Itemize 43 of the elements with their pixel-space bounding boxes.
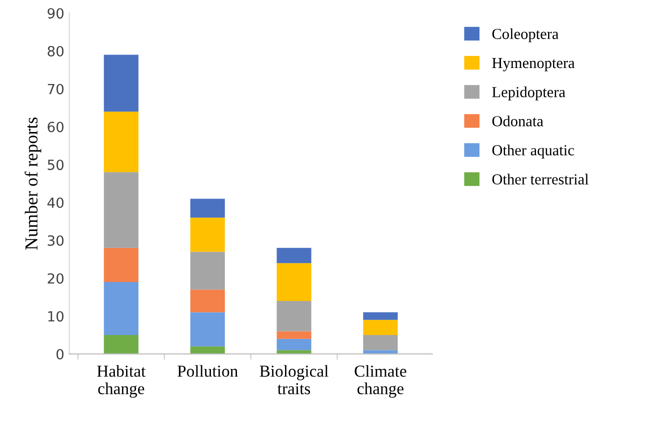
y-axis-title: Number of reports	[24, 118, 42, 250]
y-tick-label: 10	[48, 311, 64, 322]
y-tick-label: 0	[56, 348, 64, 360]
bar	[104, 112, 138, 172]
bar	[190, 218, 225, 252]
bar	[190, 312, 225, 346]
y-tick-label: 80	[48, 46, 64, 56]
bar	[104, 335, 138, 354]
x-tick-label: Pollution	[178, 365, 238, 377]
bar	[104, 282, 138, 336]
bar	[363, 350, 398, 354]
y-tick-label: 90	[48, 8, 64, 19]
bar	[104, 172, 138, 248]
bar	[276, 248, 312, 264]
bar	[363, 335, 398, 350]
bar	[190, 290, 225, 312]
bar	[190, 346, 225, 354]
y-tick-label: 60	[48, 122, 64, 132]
bar	[276, 331, 312, 339]
legend-label: Odonata	[492, 116, 544, 126]
y-tick-label: 20	[48, 273, 64, 284]
legend-label: Other aquatic	[492, 144, 574, 159]
x-tick-label: Biological traits	[260, 365, 328, 394]
y-tick-label: 50	[48, 160, 64, 170]
y-tick-label: 70	[48, 84, 64, 94]
y-tick-label: 30	[48, 235, 64, 246]
bar	[276, 350, 312, 354]
legend-label: Hymenoptera	[492, 58, 575, 72]
bar	[104, 248, 138, 282]
bar	[104, 54, 138, 112]
bar	[363, 312, 398, 320]
bar	[363, 320, 398, 336]
y-tick-label: 40	[47, 197, 64, 208]
legend-label: Coleoptera	[492, 28, 559, 42]
bar	[190, 198, 225, 218]
x-tick-label: Climate change	[354, 365, 406, 398]
legend-label: Other terrestrial	[492, 174, 589, 184]
bar	[276, 338, 312, 350]
bar	[276, 263, 312, 301]
legend-label: Lepidoptera	[492, 86, 566, 100]
bar	[190, 252, 225, 290]
bar	[276, 300, 312, 332]
x-tick-label: Habitat change	[97, 365, 146, 398]
